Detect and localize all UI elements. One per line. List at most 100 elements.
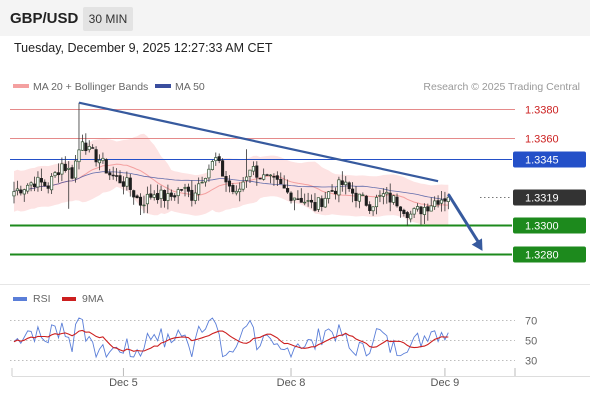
candle-body (234, 190, 238, 194)
candle-body (46, 185, 50, 189)
candle-body (347, 182, 351, 190)
candle (60, 157, 64, 182)
candle-body (67, 167, 71, 170)
candle-body (412, 208, 416, 215)
candle (340, 171, 344, 192)
candle (132, 189, 136, 205)
candle (70, 164, 74, 180)
price-level-labels: 1.3380 1.3360 1.3345 1.3319 1.3300 1.3280 (513, 105, 586, 263)
candle (217, 153, 221, 164)
candle (268, 174, 273, 184)
candle (80, 134, 84, 151)
candle-body (388, 192, 392, 203)
candle (306, 192, 310, 207)
candle (330, 184, 334, 192)
candle-body (327, 191, 331, 199)
candle-body (337, 179, 341, 196)
candle-body (241, 181, 245, 190)
candle-body (50, 176, 54, 191)
candle-body (221, 160, 225, 177)
candle (309, 194, 314, 209)
symbol-label: GBP/USD (10, 10, 79, 27)
moving-averages (13, 163, 449, 207)
legend-rsi: RSI (33, 293, 51, 305)
candle-body (433, 200, 437, 207)
bollinger-band-area (14, 133, 449, 227)
candle (371, 206, 375, 216)
candle (36, 171, 40, 192)
candle-body (309, 199, 314, 203)
candle (221, 158, 225, 177)
level-box-1.3300 (513, 217, 586, 234)
candle (152, 190, 156, 201)
candle-body (39, 178, 43, 183)
candle (296, 190, 300, 200)
candle-body (446, 196, 450, 202)
candle (262, 168, 266, 181)
candle-body (15, 188, 19, 192)
candle (111, 166, 115, 180)
candle (409, 210, 413, 223)
candle (289, 191, 293, 204)
candle (231, 183, 235, 195)
candle (429, 197, 433, 212)
candle (374, 194, 379, 215)
candle (50, 173, 54, 194)
candle (12, 181, 16, 204)
candle-body (272, 176, 276, 178)
candle-body (166, 193, 170, 201)
candle-body (200, 181, 204, 184)
candle (15, 180, 19, 196)
x-axis: Dec 5 Dec 8 Dec 9 (109, 368, 516, 389)
candle-body (374, 197, 379, 208)
candle-body (197, 183, 201, 195)
timeframe-button[interactable]: 30 MIN (83, 7, 133, 31)
candle-body (292, 197, 296, 201)
candle-body (63, 163, 67, 171)
candle-body (53, 172, 57, 177)
candle (323, 192, 327, 208)
candle-body (368, 204, 372, 211)
candle-body (275, 175, 279, 180)
candle-body (91, 147, 95, 149)
candle-body (70, 167, 74, 179)
level-label-1.3360: 1.3360 (525, 134, 559, 146)
candle-body (286, 188, 290, 193)
candle-body (251, 166, 255, 172)
candle (190, 180, 194, 207)
legend-swatch-rsi-ma (62, 297, 76, 301)
candle (39, 168, 43, 191)
candle (316, 197, 320, 212)
candle (183, 183, 187, 197)
candle (53, 171, 57, 178)
candle (436, 195, 440, 208)
candle-body (402, 209, 406, 214)
candle-body (405, 212, 409, 218)
candle (224, 171, 228, 192)
candle (357, 193, 361, 209)
legend-swatch-rsi (13, 297, 27, 301)
candle (241, 177, 245, 192)
candle (364, 194, 368, 207)
candle (286, 179, 290, 194)
candle (145, 186, 149, 214)
candle-body (125, 177, 129, 187)
candle (234, 185, 238, 196)
rsi-panel: 70 50 30 (10, 316, 537, 368)
candle (327, 191, 331, 204)
resistance-trendline (78, 101, 439, 183)
rsi-legend: RSI 9MA (13, 293, 104, 305)
candle (197, 177, 201, 201)
candle (272, 173, 276, 186)
trend-lines (78, 101, 483, 251)
candle (91, 144, 95, 149)
rsi-line (13, 317, 449, 359)
candle-body (385, 191, 389, 195)
candle-body (152, 194, 156, 198)
level-label-1.3319: 1.3319 (525, 193, 559, 205)
xtick-label-Dec 9: Dec 9 (431, 377, 460, 389)
candle-body (282, 184, 286, 189)
candle-body (214, 157, 218, 162)
candle-body (29, 182, 33, 186)
candle (32, 176, 37, 192)
